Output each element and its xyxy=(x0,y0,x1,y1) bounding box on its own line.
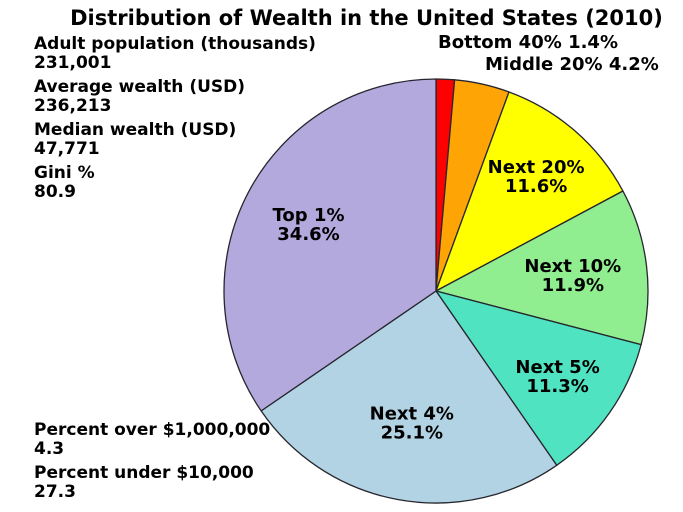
stat-median-wealth: Median wealth (USD) 47,771 xyxy=(34,121,316,159)
stats-top-left: Adult population (thousands) 231,001 Ave… xyxy=(34,35,316,207)
pie-slice-next-5 xyxy=(435,290,642,466)
stat-value: 27.3 xyxy=(34,482,76,502)
stat-value: 236,213 xyxy=(34,96,112,116)
stat-percent-over-1m: Percent over $1,000,000 4.3 xyxy=(34,421,270,459)
pie-slice-label-next-5: Next 5% 11.3% xyxy=(515,357,599,397)
stat-label: Gini % xyxy=(34,163,95,183)
pie-slice-next-4 xyxy=(260,290,558,504)
stat-label: Percent over $1,000,000 xyxy=(34,420,271,440)
stat-value: 47,771 xyxy=(34,139,100,159)
stat-label: Percent under $10,000 xyxy=(34,463,254,483)
pie-slice-next-20 xyxy=(435,91,624,292)
slice-label-text: Bottom 40% xyxy=(438,32,562,53)
slice-label-pct: 1.4% xyxy=(568,32,618,53)
stat-label: Adult population (thousands) xyxy=(34,34,316,54)
stat-adult-population: Adult population (thousands) 231,001 xyxy=(34,35,316,73)
chart-title: Distribution of Wealth in the United Sta… xyxy=(70,6,663,30)
stat-value: 80.9 xyxy=(34,182,76,202)
stat-value: 4.3 xyxy=(34,439,65,459)
stat-gini: Gini % 80.9 xyxy=(34,164,316,202)
stat-percent-under-10k: Percent under $10,000 27.3 xyxy=(34,464,270,502)
stat-label: Average wealth (USD) xyxy=(34,77,246,97)
pie-slice-label-next-10: Next 10% 11.9% xyxy=(524,256,621,296)
stat-value: 231,001 xyxy=(34,53,112,73)
pie-slice-top-1 xyxy=(223,78,437,412)
stat-label: Median wealth (USD) xyxy=(34,120,237,140)
slice-label-pct: 4.2% xyxy=(608,54,659,75)
slice-label-middle-20: Middle 20% 4.2% xyxy=(485,55,659,75)
slice-label-text: Middle 20% xyxy=(485,54,603,75)
slice-label-bottom-40: Bottom 40% 1.4% xyxy=(438,33,618,53)
stats-bottom-left: Percent over $1,000,000 4.3 Percent unde… xyxy=(34,421,270,507)
pie-slice-next-10 xyxy=(435,190,649,346)
pie-slice-label-next-4: Next 4% 25.1% xyxy=(370,403,454,443)
pie-slice-label-top-1: Top 1% 34.6% xyxy=(273,205,345,245)
stat-average-wealth: Average wealth (USD) 236,213 xyxy=(34,78,316,116)
pie-slice-label-next-20: Next 20% 11.6% xyxy=(488,157,585,197)
